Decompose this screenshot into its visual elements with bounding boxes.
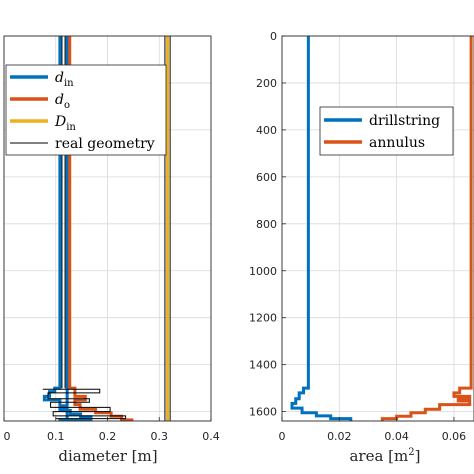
right-xtick-label-1: 0.02 xyxy=(327,430,352,443)
right-xtick-label-3: 0.06 xyxy=(442,430,467,443)
right-ytick-label-2: 400 xyxy=(256,124,277,137)
left-series xyxy=(42,36,171,422)
right-ytick-label-3: 600 xyxy=(256,171,277,184)
right-ytick-label-6: 1200 xyxy=(249,312,277,325)
right-ytick-label-5: 1000 xyxy=(249,265,277,278)
left-legend-sym-d_o: d xyxy=(55,92,64,108)
left-legend-label-d_o: do xyxy=(55,92,70,111)
right-series xyxy=(290,36,473,421)
right-legend-label-drillstring: drillstring xyxy=(369,113,440,129)
left-legend-label-real: real geometry xyxy=(55,136,155,152)
left-xtick-label-4: 0.4 xyxy=(202,430,220,443)
right-ytick-label-4: 800 xyxy=(256,218,277,231)
right-ytick-label-8: 1600 xyxy=(249,406,277,419)
right-legend: drillstring annulus xyxy=(319,106,454,156)
right-x-label-end: ] xyxy=(415,447,421,465)
right-ytick-label-7: 1400 xyxy=(249,359,277,372)
right-y-ticks: 0 200 400 600 800 1000 1200 1400 1600 xyxy=(249,30,286,419)
left-legend-label-d_in: din xyxy=(55,70,74,89)
right-xtick-label-0: 0 xyxy=(279,430,286,443)
left-legend-sub-d_o: o xyxy=(64,100,70,111)
left-xtick-label-0: 0 xyxy=(4,430,11,443)
left-legend-label-D_in: Din xyxy=(54,114,76,133)
right-legend-box xyxy=(319,106,454,156)
right-x-label-sup: 2 xyxy=(408,447,414,458)
right-series-annulus xyxy=(380,36,473,421)
right-grid xyxy=(282,36,474,421)
right-x-label-main: area [m xyxy=(349,447,408,465)
left-series-real-8 xyxy=(42,388,127,420)
right-xtick-label-2: 0.04 xyxy=(384,430,409,443)
left-x-axis-label: diameter [m] xyxy=(58,447,157,465)
right-x-axis-label: area [m2] xyxy=(349,447,420,465)
left-xtick-label-2: 0.2 xyxy=(99,430,117,443)
left-xtick-label-1: 0.1 xyxy=(47,430,65,443)
right-ytick-label-1: 200 xyxy=(256,77,277,90)
left-x-ticks: 0 0.1 0.2 0.3 0.4 xyxy=(4,417,220,443)
diameter-chart: 0 0.1 0.2 0.3 0.4 diameter [m] dindoDinreal … xyxy=(4,35,220,465)
left-legend-sym-d_in: d xyxy=(55,70,64,86)
right-series-drillstring xyxy=(290,36,353,421)
left-legend-box xyxy=(5,64,167,156)
right-x-ticks: 0 0.02 0.04 0.06 xyxy=(279,417,467,443)
left-legend-sym-D_in: D xyxy=(54,114,66,130)
left-legend-sub-D_in: in xyxy=(66,122,76,133)
area-chart: 0 0.02 0.04 0.06 0 200 400 600 800 1000 1200 1400 1… xyxy=(249,30,474,465)
left-xtick-label-3: 0.3 xyxy=(151,430,169,443)
right-ytick-label-0: 0 xyxy=(270,30,277,43)
left-legend-sub-d_in: in xyxy=(64,78,74,89)
right-plot-frame xyxy=(281,35,474,422)
right-legend-label-annulus: annulus xyxy=(369,135,425,151)
